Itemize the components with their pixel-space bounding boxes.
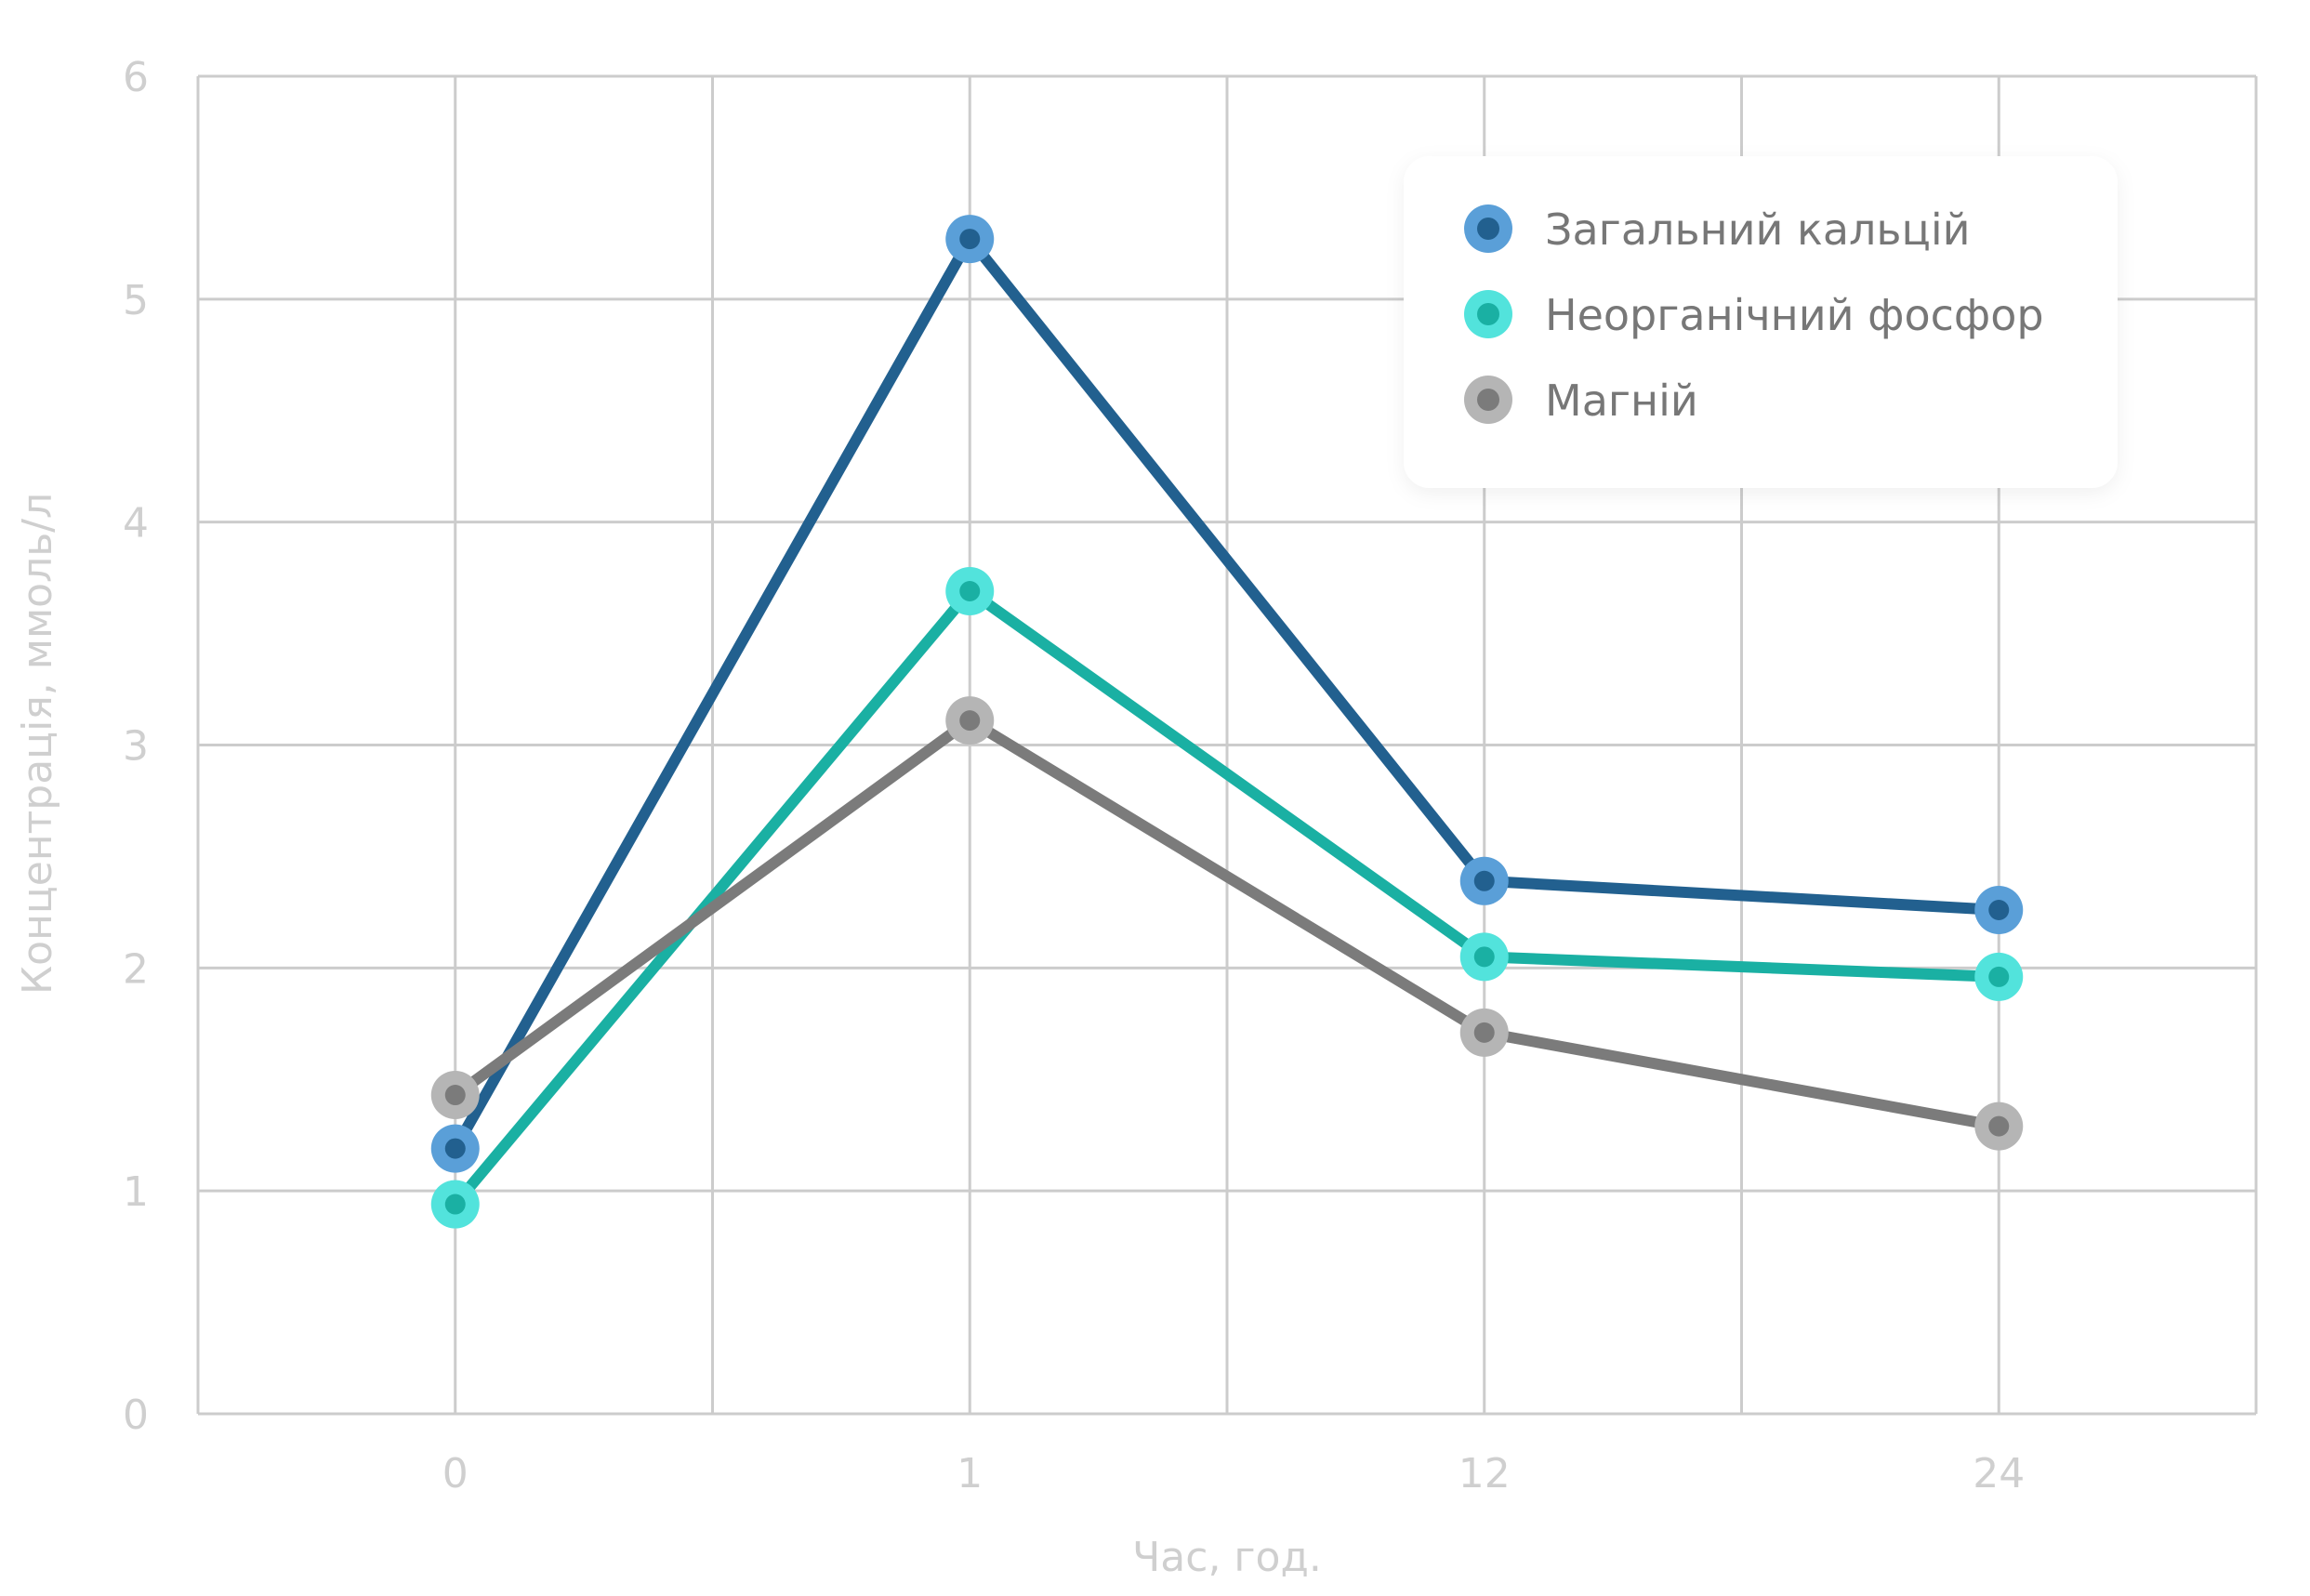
data-point-center-0 <box>959 229 981 250</box>
series-group <box>430 215 2024 1229</box>
data-point-center-1 <box>444 1194 466 1215</box>
legend: Загальний кальцій Неорганічний фосфор Магн… <box>1404 156 2118 488</box>
y-tick-label: 3 <box>123 723 149 771</box>
data-point-center-2 <box>1473 1022 1495 1043</box>
legend-label: Неорганічний фосфор <box>1545 290 2044 340</box>
x-tick-label: 1 <box>957 1450 983 1497</box>
legend-label: Загальний кальцій <box>1545 204 1971 255</box>
series-line-1 <box>451 586 2000 1208</box>
data-point-center-2 <box>1988 1115 2010 1137</box>
legend-marker-center <box>1477 303 1499 325</box>
x-tick-label: 12 <box>1459 1450 1511 1497</box>
legend-box <box>1404 156 2118 488</box>
y-tick-label: 0 <box>123 1392 149 1439</box>
data-point-center-0 <box>1988 899 2010 920</box>
data-point-center-1 <box>959 581 981 602</box>
data-point-center-1 <box>1988 966 2010 987</box>
data-point-center-0 <box>444 1138 466 1159</box>
series-line-0 <box>450 233 2000 1152</box>
series-line-2 <box>452 715 2000 1132</box>
y-tick-label: 4 <box>123 500 149 547</box>
x-tick-label: 0 <box>442 1450 469 1497</box>
data-point-center-2 <box>959 710 981 732</box>
legend-marker-center <box>1477 389 1499 411</box>
x-axis-title: Час, год. <box>1132 1534 1322 1581</box>
y-tick-label: 2 <box>123 945 149 993</box>
legend-label: Магній <box>1545 376 1698 426</box>
y-axis-title: Концентрація, ммоль/л <box>14 493 61 995</box>
data-point-center-1 <box>1473 946 1495 968</box>
y-tick-label: 5 <box>123 277 149 324</box>
data-point-center-2 <box>444 1085 466 1106</box>
legend-marker-center <box>1477 218 1499 240</box>
y-tick-label: 1 <box>123 1168 149 1216</box>
data-point-center-0 <box>1473 870 1495 891</box>
y-tick-label: 6 <box>123 54 149 101</box>
x-tick-label: 24 <box>1973 1450 2025 1497</box>
